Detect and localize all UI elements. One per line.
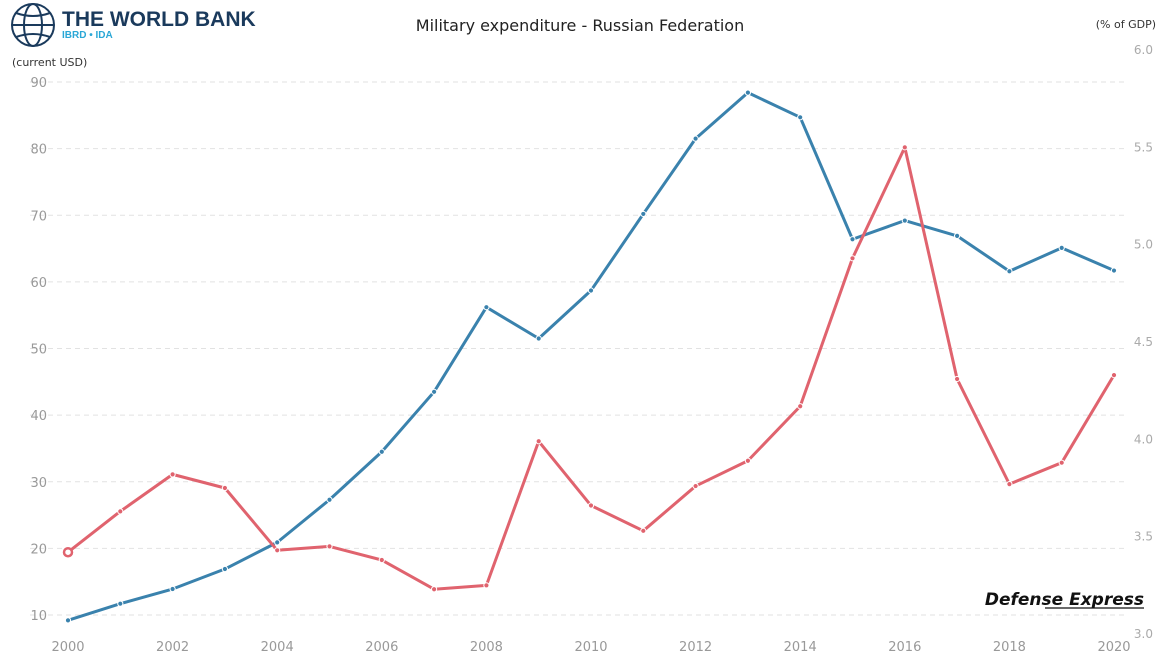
right-tick-label: 4.5 [1134,335,1153,349]
world-bank-logo: THE WORLD BANK IBRD • IDA [11,3,256,47]
right-tick-label: 3.0 [1134,627,1153,641]
x-tick-label: 2008 [470,640,503,655]
globe-icon [11,3,55,47]
data-point-left[interactable] [1058,244,1065,251]
watermark-text: Defense Express [985,590,1144,610]
data-point-left[interactable] [1006,268,1013,275]
data-point-left[interactable] [849,236,856,243]
brand-subtitle: IBRD • IDA [62,30,113,41]
x-tick-label: 2020 [1097,640,1130,655]
x-tick-label: 2010 [574,640,607,655]
right-tick-label: 5.5 [1134,140,1153,154]
data-point-left[interactable] [535,335,542,342]
data-point-left[interactable] [326,496,333,503]
series-line-left [66,91,1116,622]
data-point-right[interactable] [744,457,752,464]
left-tick-label: 50 [30,343,47,358]
left-tick-label: 70 [30,209,47,224]
left-tick-label: 40 [30,409,47,424]
chart-title: Military expenditure - Russian Federatio… [416,16,744,35]
left-tick-label: 60 [30,276,47,291]
data-point-right[interactable] [692,482,699,490]
x-tick-label: 2004 [261,640,294,655]
right-axis-ticks: 3.0 3.5 4.0 4.5 5.0 5.5 6.0 [1134,43,1153,641]
data-point-left[interactable] [640,210,647,218]
data-point-left[interactable] [169,585,176,593]
data-point-right[interactable] [640,527,647,534]
left-axis-ticks: 10 20 30 40 50 60 70 80 90 [30,76,47,624]
left-tick-label: 90 [30,76,47,91]
x-tick-label: 2012 [679,640,712,655]
gridlines [30,81,1125,616]
data-point-left[interactable] [587,287,595,294]
right-axis-title: (% of GDP) [1096,18,1156,31]
data-point-right[interactable] [797,403,804,410]
data-point-right[interactable] [849,255,856,262]
series-layer [62,89,1118,624]
data-point-right[interactable] [954,375,961,383]
data-point-right[interactable] [431,586,438,593]
left-tick-label: 10 [30,609,47,624]
data-point-right[interactable] [378,556,385,564]
left-tick-label: 20 [30,542,47,557]
data-point-right[interactable] [274,547,281,554]
data-point-left[interactable] [797,114,804,121]
right-tick-label: 4.0 [1134,432,1153,446]
data-point-left[interactable] [221,565,228,573]
data-point-left[interactable] [64,617,72,624]
series-right [62,144,1118,593]
data-point-left[interactable] [1110,267,1118,274]
x-tick-label: 2018 [993,640,1026,655]
x-tick-label: 2002 [156,640,189,655]
data-point-right[interactable] [1006,481,1013,488]
data-point-right[interactable] [117,508,124,515]
brand-name: THE WORLD BANK [62,8,256,31]
data-point-right[interactable] [1110,371,1118,379]
data-point-left[interactable] [692,135,699,142]
data-point-left[interactable] [744,89,752,96]
x-tick-label: 2000 [51,640,84,655]
data-point-right[interactable] [587,502,595,509]
data-point-right[interactable] [62,546,74,558]
x-tick-label: 2006 [365,640,398,655]
right-tick-label: 6.0 [1134,43,1153,57]
x-tick-label: 2014 [784,640,817,655]
data-point-right[interactable] [535,438,542,445]
data-point-left[interactable] [954,232,961,240]
data-point-left[interactable] [378,448,385,455]
data-point-right[interactable] [169,471,176,478]
x-tick-label: 2016 [888,640,921,655]
data-point-left[interactable] [901,217,908,224]
data-point-right[interactable] [901,144,908,151]
data-point-left[interactable] [274,539,281,546]
data-point-left[interactable] [431,388,438,395]
series-line-right [66,145,1116,591]
data-point-right[interactable] [326,543,333,550]
left-tick-label: 80 [30,143,47,158]
left-tick-label: 30 [30,476,47,491]
data-point-right[interactable] [1058,459,1065,466]
right-tick-label: 3.5 [1134,530,1153,544]
data-point-left[interactable] [117,600,124,607]
data-point-right[interactable] [221,484,228,492]
data-point-right[interactable] [483,582,490,589]
left-axis-title: (current USD) [12,56,87,69]
data-point-left[interactable] [483,304,490,311]
right-tick-label: 5.0 [1134,238,1153,252]
x-axis-ticks: 2000 2002 2004 2006 2008 2010 2012 2014 2016 2018… [51,640,1130,655]
series-left [64,89,1118,624]
